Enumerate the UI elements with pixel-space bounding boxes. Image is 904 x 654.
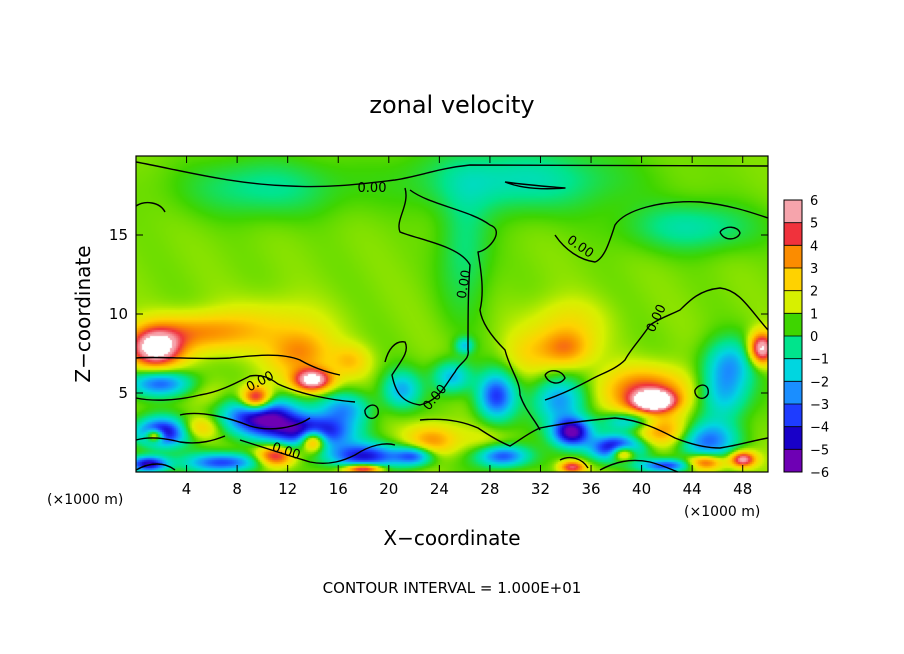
contour-line [135,463,176,471]
contour-label: 0.00 [455,269,475,300]
x-tick-label: 20 [379,480,398,498]
contour-line [554,201,769,263]
colorbar-swatch [784,313,802,337]
colorbar-swatch [784,426,802,450]
colorbar-tick-label: 4 [810,239,818,254]
colorbar-tick-label: 2 [810,285,818,300]
contour-line [135,354,341,376]
contour-line [179,412,311,430]
contour-label: 0.00 [358,181,387,196]
contour-line [694,384,709,400]
x-tick-label: 16 [329,480,348,498]
contour-line [559,456,589,469]
colorbar-tick-label: 6 [810,194,818,209]
x-tick-label: 28 [480,480,499,498]
contour-line [419,417,769,449]
colorbar-tick-label: −4 [810,421,829,436]
colorbar: 6 5 4 3 2 1 0 −1 −2 −3 −4 −5 −6 [783,194,829,481]
x-tick-label: 40 [632,480,651,498]
x-tick-label: 32 [531,480,550,498]
contour-line [135,374,356,403]
x-tick-label: 8 [232,480,242,498]
x-unit-label-right: (×1000 m) [684,504,760,520]
contour-line [384,187,471,406]
colorbar-tick-label: 5 [810,217,818,232]
colorbar-swatch [784,245,802,269]
x-axis-label: X−coordinate [383,526,520,550]
contour-line [135,435,226,444]
contour-line [599,459,679,473]
contour-interval-note: CONTOUR INTERVAL = 1.000E+01 [323,579,582,597]
contour-line [504,181,566,190]
colorbar-tick-label: −3 [810,398,829,413]
x-tick-label: 12 [278,480,297,498]
plot-area: 0.00 0.00 0.00 0.00 0.00 0.00 0.00 [135,155,769,473]
colorbar-tick-label: −5 [810,443,829,458]
colorbar-swatch [784,358,802,382]
y-tick-label: 10 [109,305,128,323]
colorbar-tick-label: −6 [810,466,829,481]
x-tick-label: 36 [581,480,600,498]
colorbar-tick-label: −1 [810,353,829,368]
x-tick-label: 24 [430,480,449,498]
y-tick-label: 15 [109,226,128,244]
colorbar-swatch [784,200,802,224]
y-tick-label: 5 [118,384,128,402]
y-axis: 5 10 15 [109,226,768,402]
contour-line [135,201,166,213]
x-tick-label: 4 [182,480,192,498]
contour-line [409,189,541,431]
x-tick-label: 44 [683,480,702,498]
contour-line [135,161,769,188]
contour-line [719,226,741,240]
x-unit-label-left: (×1000 m) [47,492,123,508]
colorbar-swatch [784,268,802,292]
velocity-field-raster [136,156,768,472]
colorbar-swatch [784,449,802,473]
y-axis-label: Z−coordinate [71,245,95,382]
colorbar-tick-label: 0 [810,330,818,345]
colorbar-swatch [784,222,802,246]
colorbar-swatch [784,404,802,428]
colorbar-tick-label: 3 [810,262,818,277]
colorbar-swatch [784,381,802,405]
chart-title: zonal velocity [369,91,534,119]
contour-line [239,439,396,464]
zero-contours [135,161,769,473]
colorbar-swatch [784,336,802,360]
x-axis: 4 8 12 16 20 24 28 32 36 40 44 48 [182,156,752,498]
x-tick-label: 48 [733,480,752,498]
contour-line [544,287,769,401]
colorbar-swatch [784,290,802,314]
contour-line [544,370,566,384]
contour-line [364,404,379,420]
colorbar-tick-label: −2 [810,375,829,390]
colorbar-tick-label: 1 [810,307,818,322]
